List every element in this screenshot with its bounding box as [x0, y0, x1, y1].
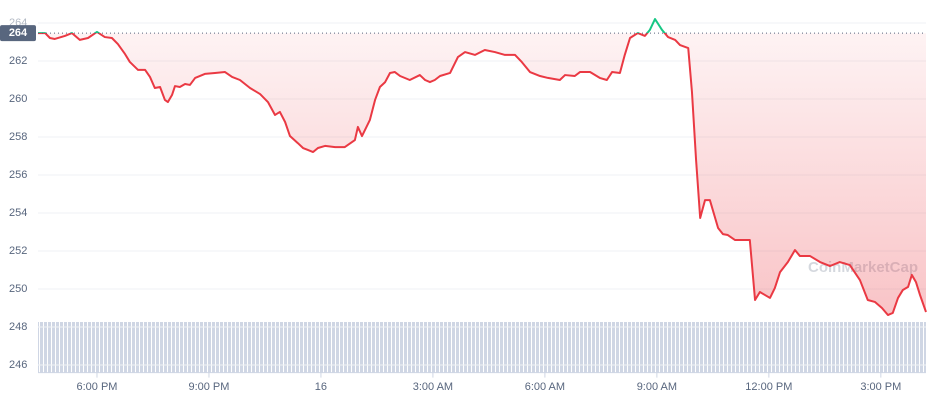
x-tick-label: 12:00 PM — [745, 381, 792, 393]
x-tick-label: 6:00 PM — [76, 381, 117, 393]
y-tick-label: 256 — [9, 169, 27, 181]
y-tick-label: 248 — [9, 321, 27, 333]
x-tick-label: 9:00 PM — [188, 381, 229, 393]
x-tick-label: 9:00 AM — [637, 381, 677, 393]
baseline-label-bg — [0, 25, 36, 42]
baseline-label: 264 — [9, 27, 28, 39]
x-tick-label: 3:00 PM — [860, 381, 901, 393]
y-tick-label: 262 — [9, 55, 27, 67]
x-tick-label: 16 — [315, 381, 327, 393]
area-fill — [38, 33, 926, 316]
y-tick-label: 252 — [9, 245, 27, 257]
x-tick-label: 3:00 AM — [413, 381, 453, 393]
y-tick-label: 260 — [9, 93, 27, 105]
y-tick-label: 254 — [9, 207, 27, 219]
y-tick-label: 258 — [9, 131, 27, 143]
y-tick-label: 250 — [9, 283, 27, 295]
price-line — [38, 18, 927, 317]
y-tick-label: 246 — [9, 359, 27, 371]
x-tick-label: 6:00 AM — [525, 381, 565, 393]
